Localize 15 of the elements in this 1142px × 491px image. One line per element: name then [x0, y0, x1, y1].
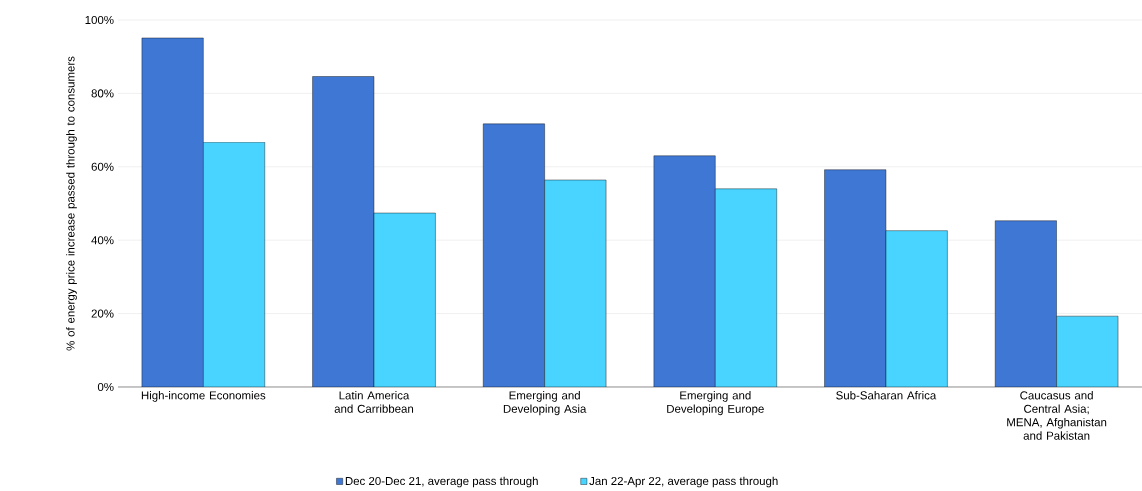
- x-tick-label: Caucasus and Central Asia; MENA, Afghanistan and Pakistan: [1007, 391, 1107, 440]
- x-tick-label: Emerging and Developing Europe: [667, 391, 764, 416]
- legend-label: Dec 20-Dec 21, average pass through: [345, 476, 538, 488]
- x-tick-label: Latin America and Carribbean: [334, 391, 414, 413]
- y-tick-label: 0%: [97, 382, 114, 392]
- y-tick-label: 100%: [85, 15, 114, 25]
- y-axis-title: % of energy price increase passed through to consumers: [66, 56, 77, 351]
- legend-label: Jan 22-Apr 22, average pass through: [589, 476, 778, 488]
- y-tick-label: 40%: [91, 236, 114, 245]
- x-tick-label: Emerging and Developing Asia: [503, 391, 587, 416]
- x-tick-label: High-income Economies: [141, 391, 266, 402]
- y-tick-label: 20%: [91, 309, 114, 318]
- y-tick-label: 80%: [91, 89, 114, 98]
- y-tick-label: 60%: [91, 162, 114, 171]
- x-tick-label: Sub-Saharan Africa: [836, 391, 937, 400]
